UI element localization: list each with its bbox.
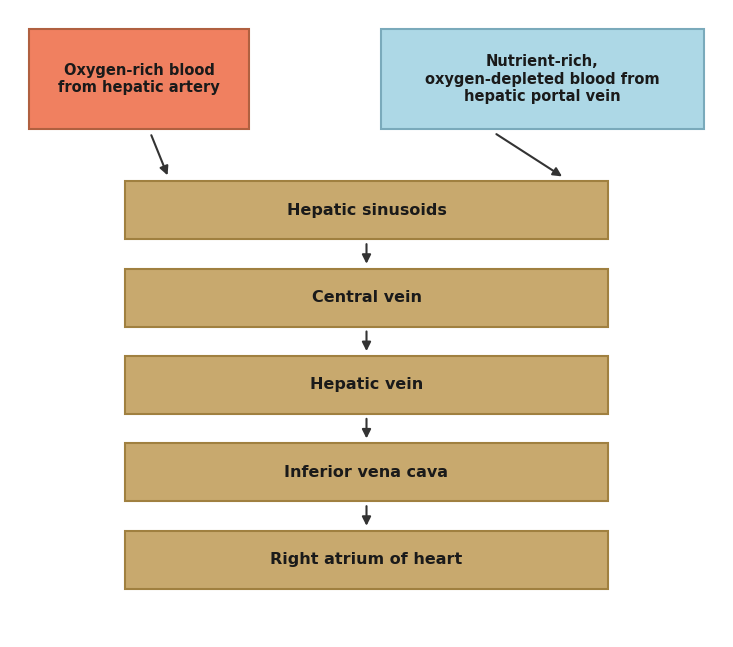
- Text: Hepatic vein: Hepatic vein: [310, 377, 423, 393]
- FancyBboxPatch shape: [125, 531, 608, 589]
- FancyBboxPatch shape: [125, 443, 608, 501]
- Text: Hepatic sinusoids: Hepatic sinusoids: [287, 203, 446, 218]
- FancyBboxPatch shape: [125, 269, 608, 327]
- Text: Nutrient-rich,
oxygen-depleted blood from
hepatic portal vein: Nutrient-rich, oxygen-depleted blood fro…: [425, 54, 660, 104]
- FancyBboxPatch shape: [125, 181, 608, 239]
- FancyBboxPatch shape: [381, 29, 704, 129]
- Text: Right atrium of heart: Right atrium of heart: [270, 552, 463, 567]
- Text: Oxygen-rich blood
from hepatic artery: Oxygen-rich blood from hepatic artery: [59, 63, 220, 96]
- FancyBboxPatch shape: [125, 356, 608, 414]
- Text: Inferior vena cava: Inferior vena cava: [284, 465, 449, 480]
- Text: Central vein: Central vein: [312, 290, 421, 305]
- FancyBboxPatch shape: [29, 29, 249, 129]
